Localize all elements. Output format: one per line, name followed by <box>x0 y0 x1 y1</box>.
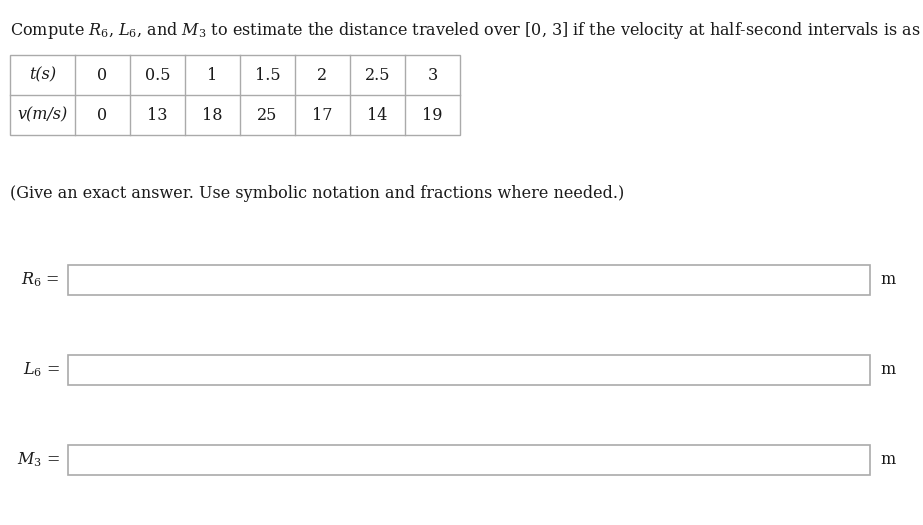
Bar <box>68 265 870 295</box>
Text: $M_3$ =: $M_3$ = <box>17 450 60 469</box>
Text: (Give an exact answer. Use symbolic notation and fractions where needed.): (Give an exact answer. Use symbolic nota… <box>10 185 624 202</box>
Text: 1.5: 1.5 <box>255 67 281 83</box>
Text: 25: 25 <box>258 107 278 123</box>
Text: 1: 1 <box>208 67 218 83</box>
Text: m: m <box>880 362 895 379</box>
Text: 0: 0 <box>98 107 108 123</box>
Text: 0: 0 <box>98 67 108 83</box>
Text: 3: 3 <box>427 67 438 83</box>
Text: 2: 2 <box>318 67 328 83</box>
Text: 17: 17 <box>312 107 333 123</box>
Text: 18: 18 <box>202 107 222 123</box>
Text: $L_6$ =: $L_6$ = <box>23 361 60 380</box>
Text: m: m <box>880 271 895 289</box>
Text: 2.5: 2.5 <box>365 67 390 83</box>
Text: 0.5: 0.5 <box>145 67 170 83</box>
Text: v(m/s): v(m/s) <box>18 107 67 123</box>
Bar <box>68 355 870 385</box>
Text: 14: 14 <box>367 107 388 123</box>
Bar <box>10 55 460 135</box>
Text: m: m <box>880 452 895 468</box>
Text: $R_6$ =: $R_6$ = <box>21 271 60 289</box>
Text: 19: 19 <box>422 107 443 123</box>
Bar <box>68 445 870 475</box>
Text: t(s): t(s) <box>29 67 56 83</box>
Text: 13: 13 <box>148 107 168 123</box>
Text: Compute $R_6$, $L_6$, and $M_3$ to estimate the distance traveled over [0, 3] if: Compute $R_6$, $L_6$, and $M_3$ to estim… <box>10 20 923 41</box>
